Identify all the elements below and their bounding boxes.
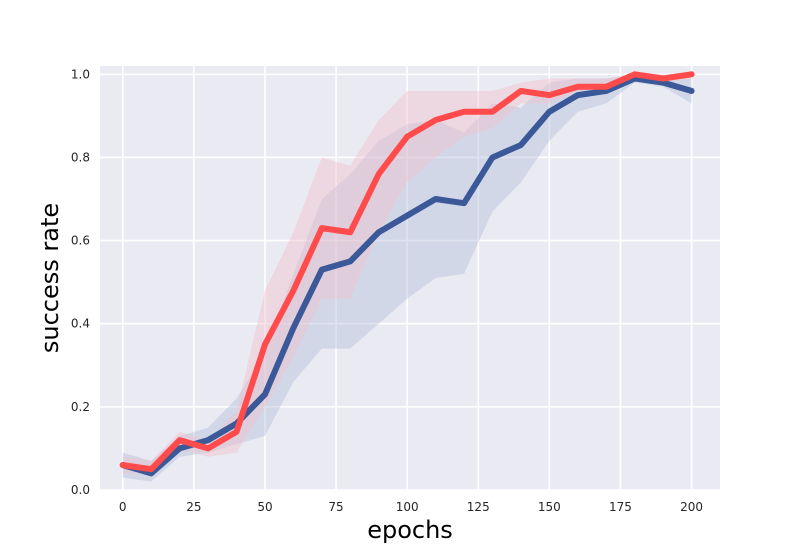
x-tick-label: 50	[257, 500, 272, 514]
x-tick-labels: 0 25 50 75 100 125 150 175 200	[119, 500, 703, 514]
grid-lines	[100, 66, 720, 491]
y-tick-label: 1.0	[71, 67, 90, 81]
series-2-line	[119, 71, 695, 473]
x-tick-label: 125	[467, 500, 490, 514]
x-axis-label: epochs	[367, 516, 453, 544]
x-tick-label: 0	[119, 500, 127, 514]
x-tick-label: 100	[396, 500, 419, 514]
x-tick-label: 150	[538, 500, 561, 514]
series-lines	[119, 71, 695, 477]
y-tick-label: 0.8	[71, 150, 90, 164]
y-tick-label: 0.4	[71, 317, 90, 331]
x-tick-label: 175	[609, 500, 632, 514]
confidence-bands	[122, 74, 692, 482]
y-tick-label: 0.2	[71, 400, 90, 414]
y-tick-labels: 0.0 0.2 0.4 0.6 0.8 1.0	[71, 67, 90, 497]
series-2-band	[122, 74, 692, 474]
series-1-band	[122, 74, 692, 482]
x-tick-label: 25	[186, 500, 201, 514]
x-tick-label: 200	[680, 500, 703, 514]
y-tick-label: 0.6	[71, 234, 90, 248]
series-1-line	[119, 75, 695, 477]
y-axis-label: success rate	[36, 203, 64, 353]
x-tick-label: 75	[328, 500, 343, 514]
y-tick-label: 0.0	[71, 483, 90, 497]
